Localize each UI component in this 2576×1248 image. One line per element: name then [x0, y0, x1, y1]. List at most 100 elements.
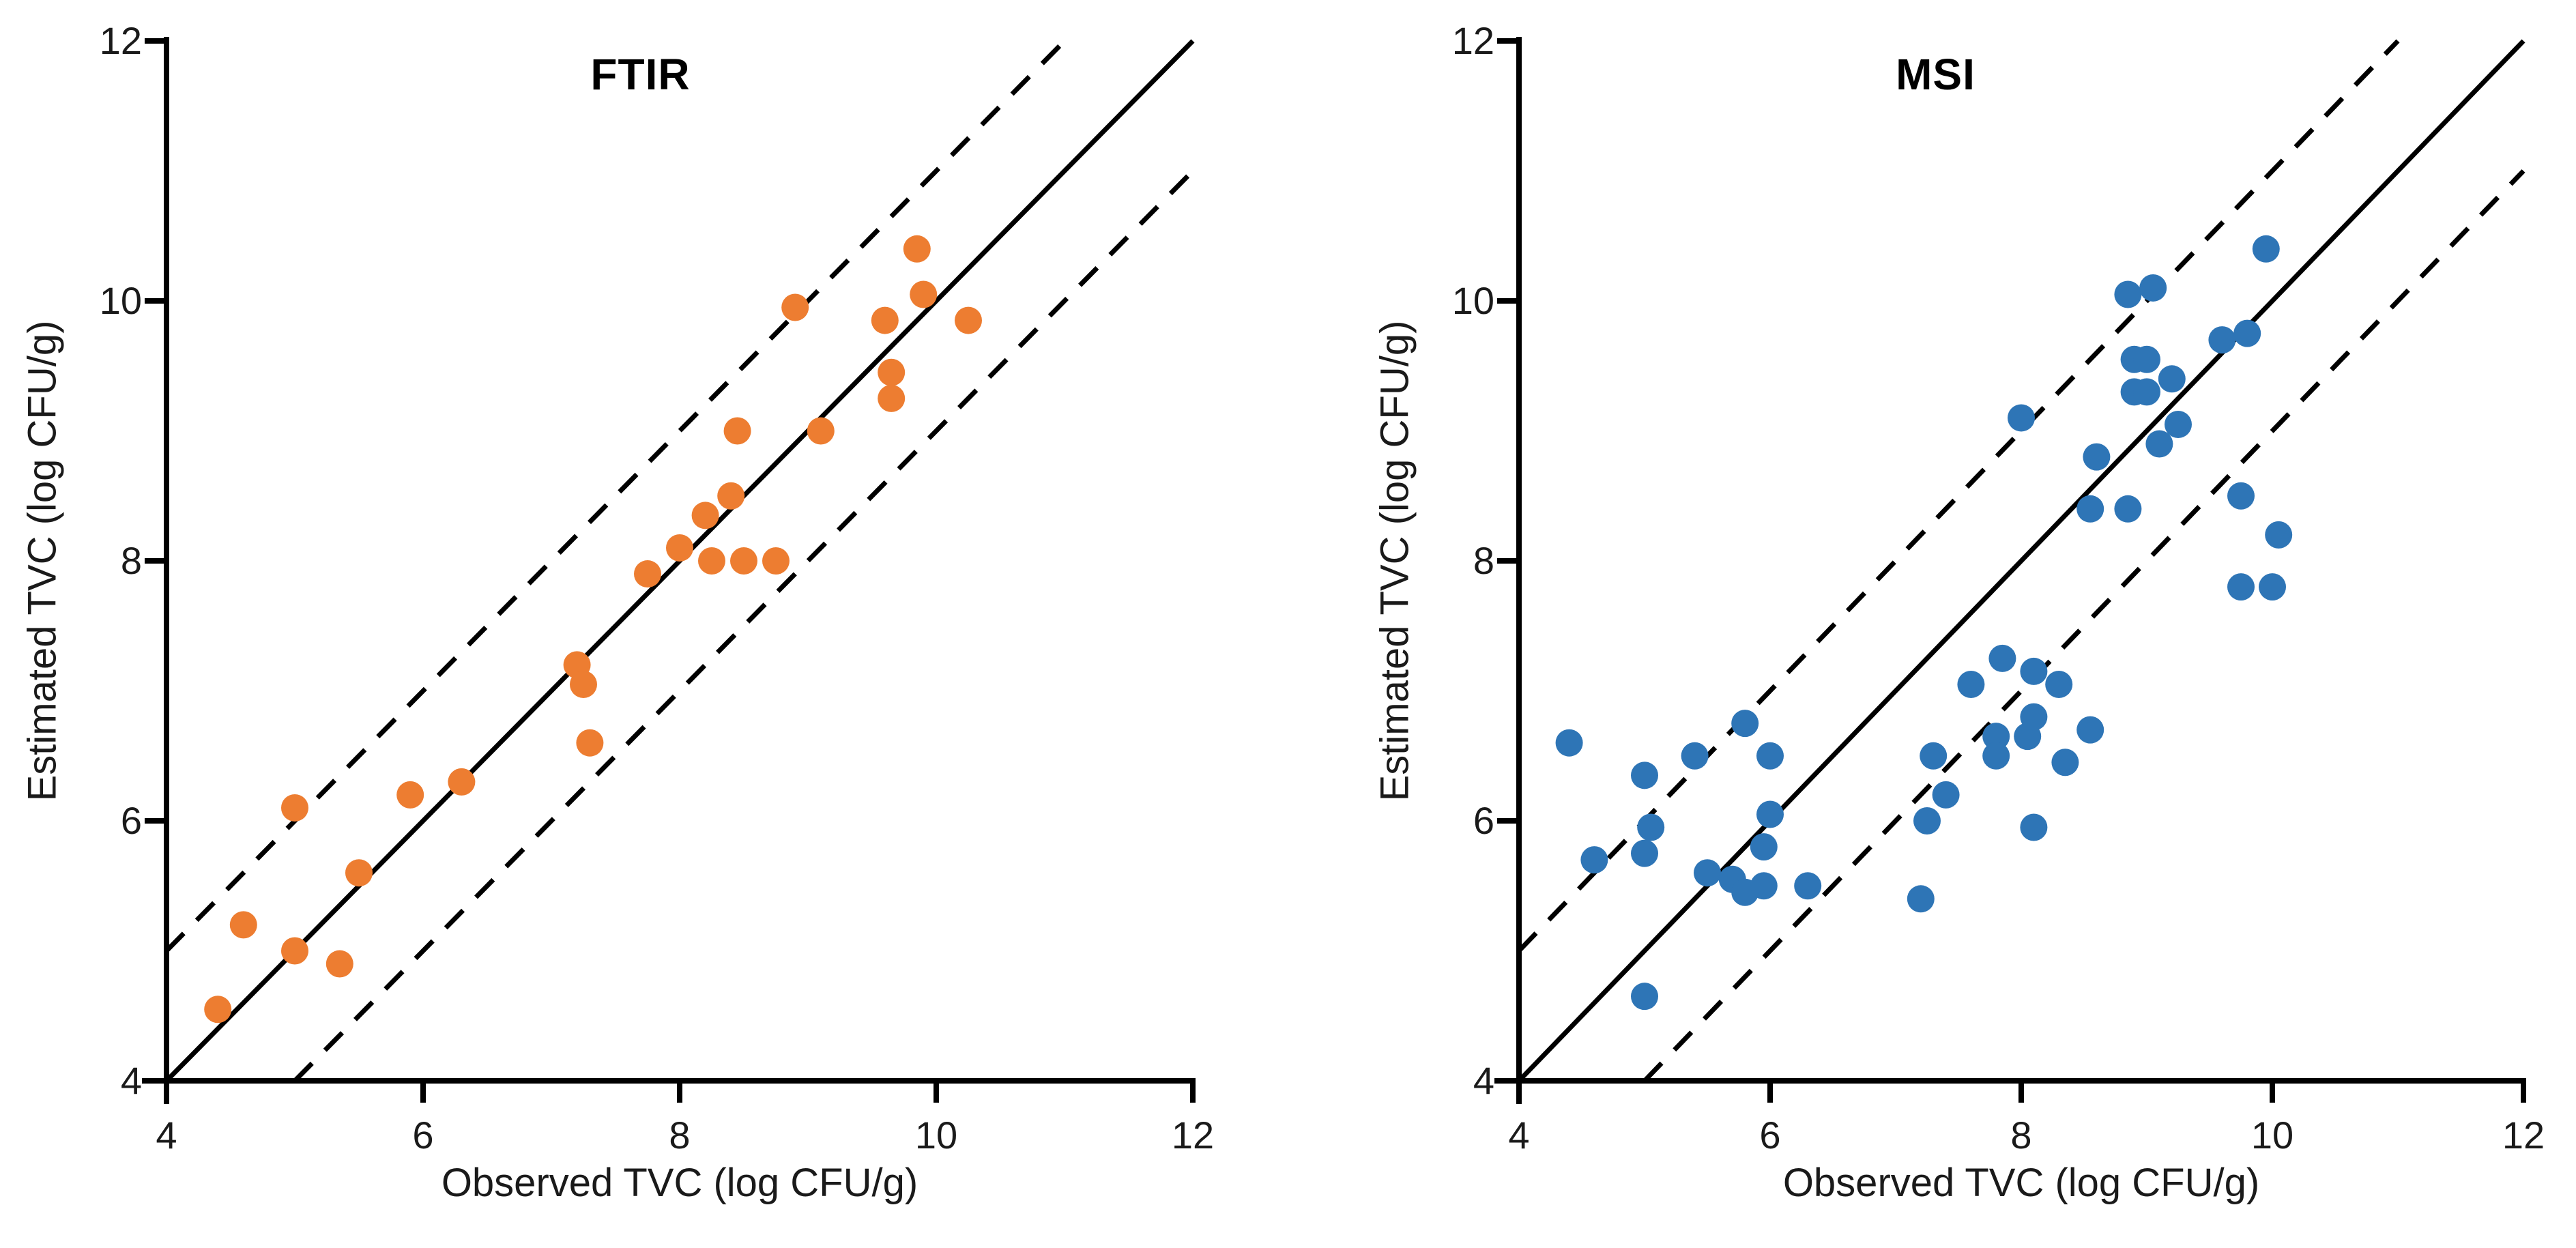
y-tick-label: 12 [1451, 19, 1494, 62]
data-point [1750, 872, 1778, 900]
data-point [910, 280, 938, 308]
data-point [1631, 983, 1658, 1011]
data-point [1957, 670, 1985, 698]
data-point [878, 358, 906, 386]
data-point [2020, 703, 2048, 731]
data-point [1681, 742, 1709, 770]
data-point [2045, 670, 2073, 698]
data-point [903, 235, 931, 263]
data-point [1555, 729, 1583, 757]
data-point [204, 996, 232, 1024]
data-point [1794, 872, 1822, 900]
data-point [2051, 749, 2079, 777]
data-point [2208, 326, 2236, 354]
x-tick-label: 6 [412, 1114, 434, 1157]
data-point [2252, 235, 2280, 263]
data-point [723, 417, 751, 445]
data-point [2114, 495, 2142, 523]
data-point [2083, 443, 2111, 471]
y-tick-label: 4 [120, 1059, 142, 1102]
data-point [2265, 521, 2293, 549]
ftir-x-axis-label: Observed TVC (log CFU/g) [441, 1161, 918, 1205]
data-point [955, 306, 982, 334]
y-tick-label: 8 [1473, 539, 1494, 582]
data-point [325, 950, 353, 978]
data-point [2145, 430, 2173, 458]
data-point [1982, 742, 2010, 770]
y-tick-label: 10 [1451, 279, 1494, 322]
data-point [2233, 319, 2261, 347]
data-point [762, 547, 790, 575]
data-point [281, 937, 308, 965]
data-point [1756, 800, 1784, 828]
data-point [229, 911, 257, 939]
data-point [717, 482, 745, 510]
data-point [2227, 482, 2255, 510]
data-point [634, 560, 661, 588]
data-point [1731, 710, 1759, 738]
data-point [730, 547, 757, 575]
data-point [1920, 742, 1948, 770]
ftir-plot [142, 37, 1196, 1104]
data-point [2020, 813, 2048, 841]
data-point [2139, 274, 2167, 302]
x-tick-label: 10 [2251, 1114, 2294, 1157]
y-tick-label: 6 [1473, 799, 1494, 842]
data-point [281, 794, 308, 822]
data-point [2020, 657, 2048, 685]
data-point [570, 670, 597, 698]
data-point [781, 293, 809, 321]
data-point [666, 534, 693, 562]
data-point [2133, 345, 2160, 373]
msi-x-axis-label: Observed TVC (log CFU/g) [1782, 1161, 2260, 1205]
data-point [691, 502, 719, 529]
data-point [1913, 807, 1941, 835]
data-point [2133, 378, 2160, 406]
y-tick-label: 6 [120, 799, 142, 842]
data-point [2076, 495, 2104, 523]
data-point [448, 768, 476, 796]
data-point [2114, 280, 2142, 308]
ftir-title: FTIR [590, 50, 691, 99]
data-point [1580, 846, 1608, 874]
x-tick-label: 8 [2010, 1114, 2032, 1157]
data-point [1756, 742, 1784, 770]
upper-dashed-line [1517, 39, 2400, 953]
data-point [345, 859, 373, 887]
data-point [1982, 723, 2010, 751]
y-tick-label: 8 [120, 539, 142, 582]
data-point [1988, 644, 2016, 672]
msi-title: MSI [1896, 50, 1976, 99]
data-point [1694, 859, 1721, 887]
data-point [1631, 761, 1658, 789]
data-point [2008, 404, 2035, 432]
identity-line [1517, 39, 2526, 1083]
y-tick-label: 10 [99, 279, 142, 322]
data-point [396, 781, 424, 809]
data-point [2227, 573, 2255, 601]
x-tick-label: 4 [156, 1114, 177, 1157]
x-tick-label: 8 [669, 1114, 691, 1157]
data-point [2158, 365, 2186, 393]
x-tick-label: 6 [1759, 1114, 1781, 1157]
data-point [1932, 781, 1960, 809]
lower-dashed-line [293, 169, 1195, 1083]
lower-dashed-line [1642, 169, 2526, 1083]
data-point [2165, 410, 2192, 438]
data-point [1907, 885, 1935, 913]
x-tick-label: 12 [2502, 1114, 2545, 1157]
data-point [807, 417, 835, 445]
x-tick-label: 12 [1171, 1114, 1215, 1157]
data-point [1637, 813, 1665, 841]
data-point [2076, 716, 2104, 744]
x-tick-label: 10 [914, 1114, 958, 1157]
data-point [698, 547, 725, 575]
data-point [2259, 573, 2286, 601]
x-tick-label: 4 [1508, 1114, 1530, 1157]
data-point [1631, 839, 1658, 867]
data-point [576, 729, 604, 757]
y-tick-label: 4 [1473, 1059, 1494, 1102]
msi-plot [1494, 37, 2526, 1104]
